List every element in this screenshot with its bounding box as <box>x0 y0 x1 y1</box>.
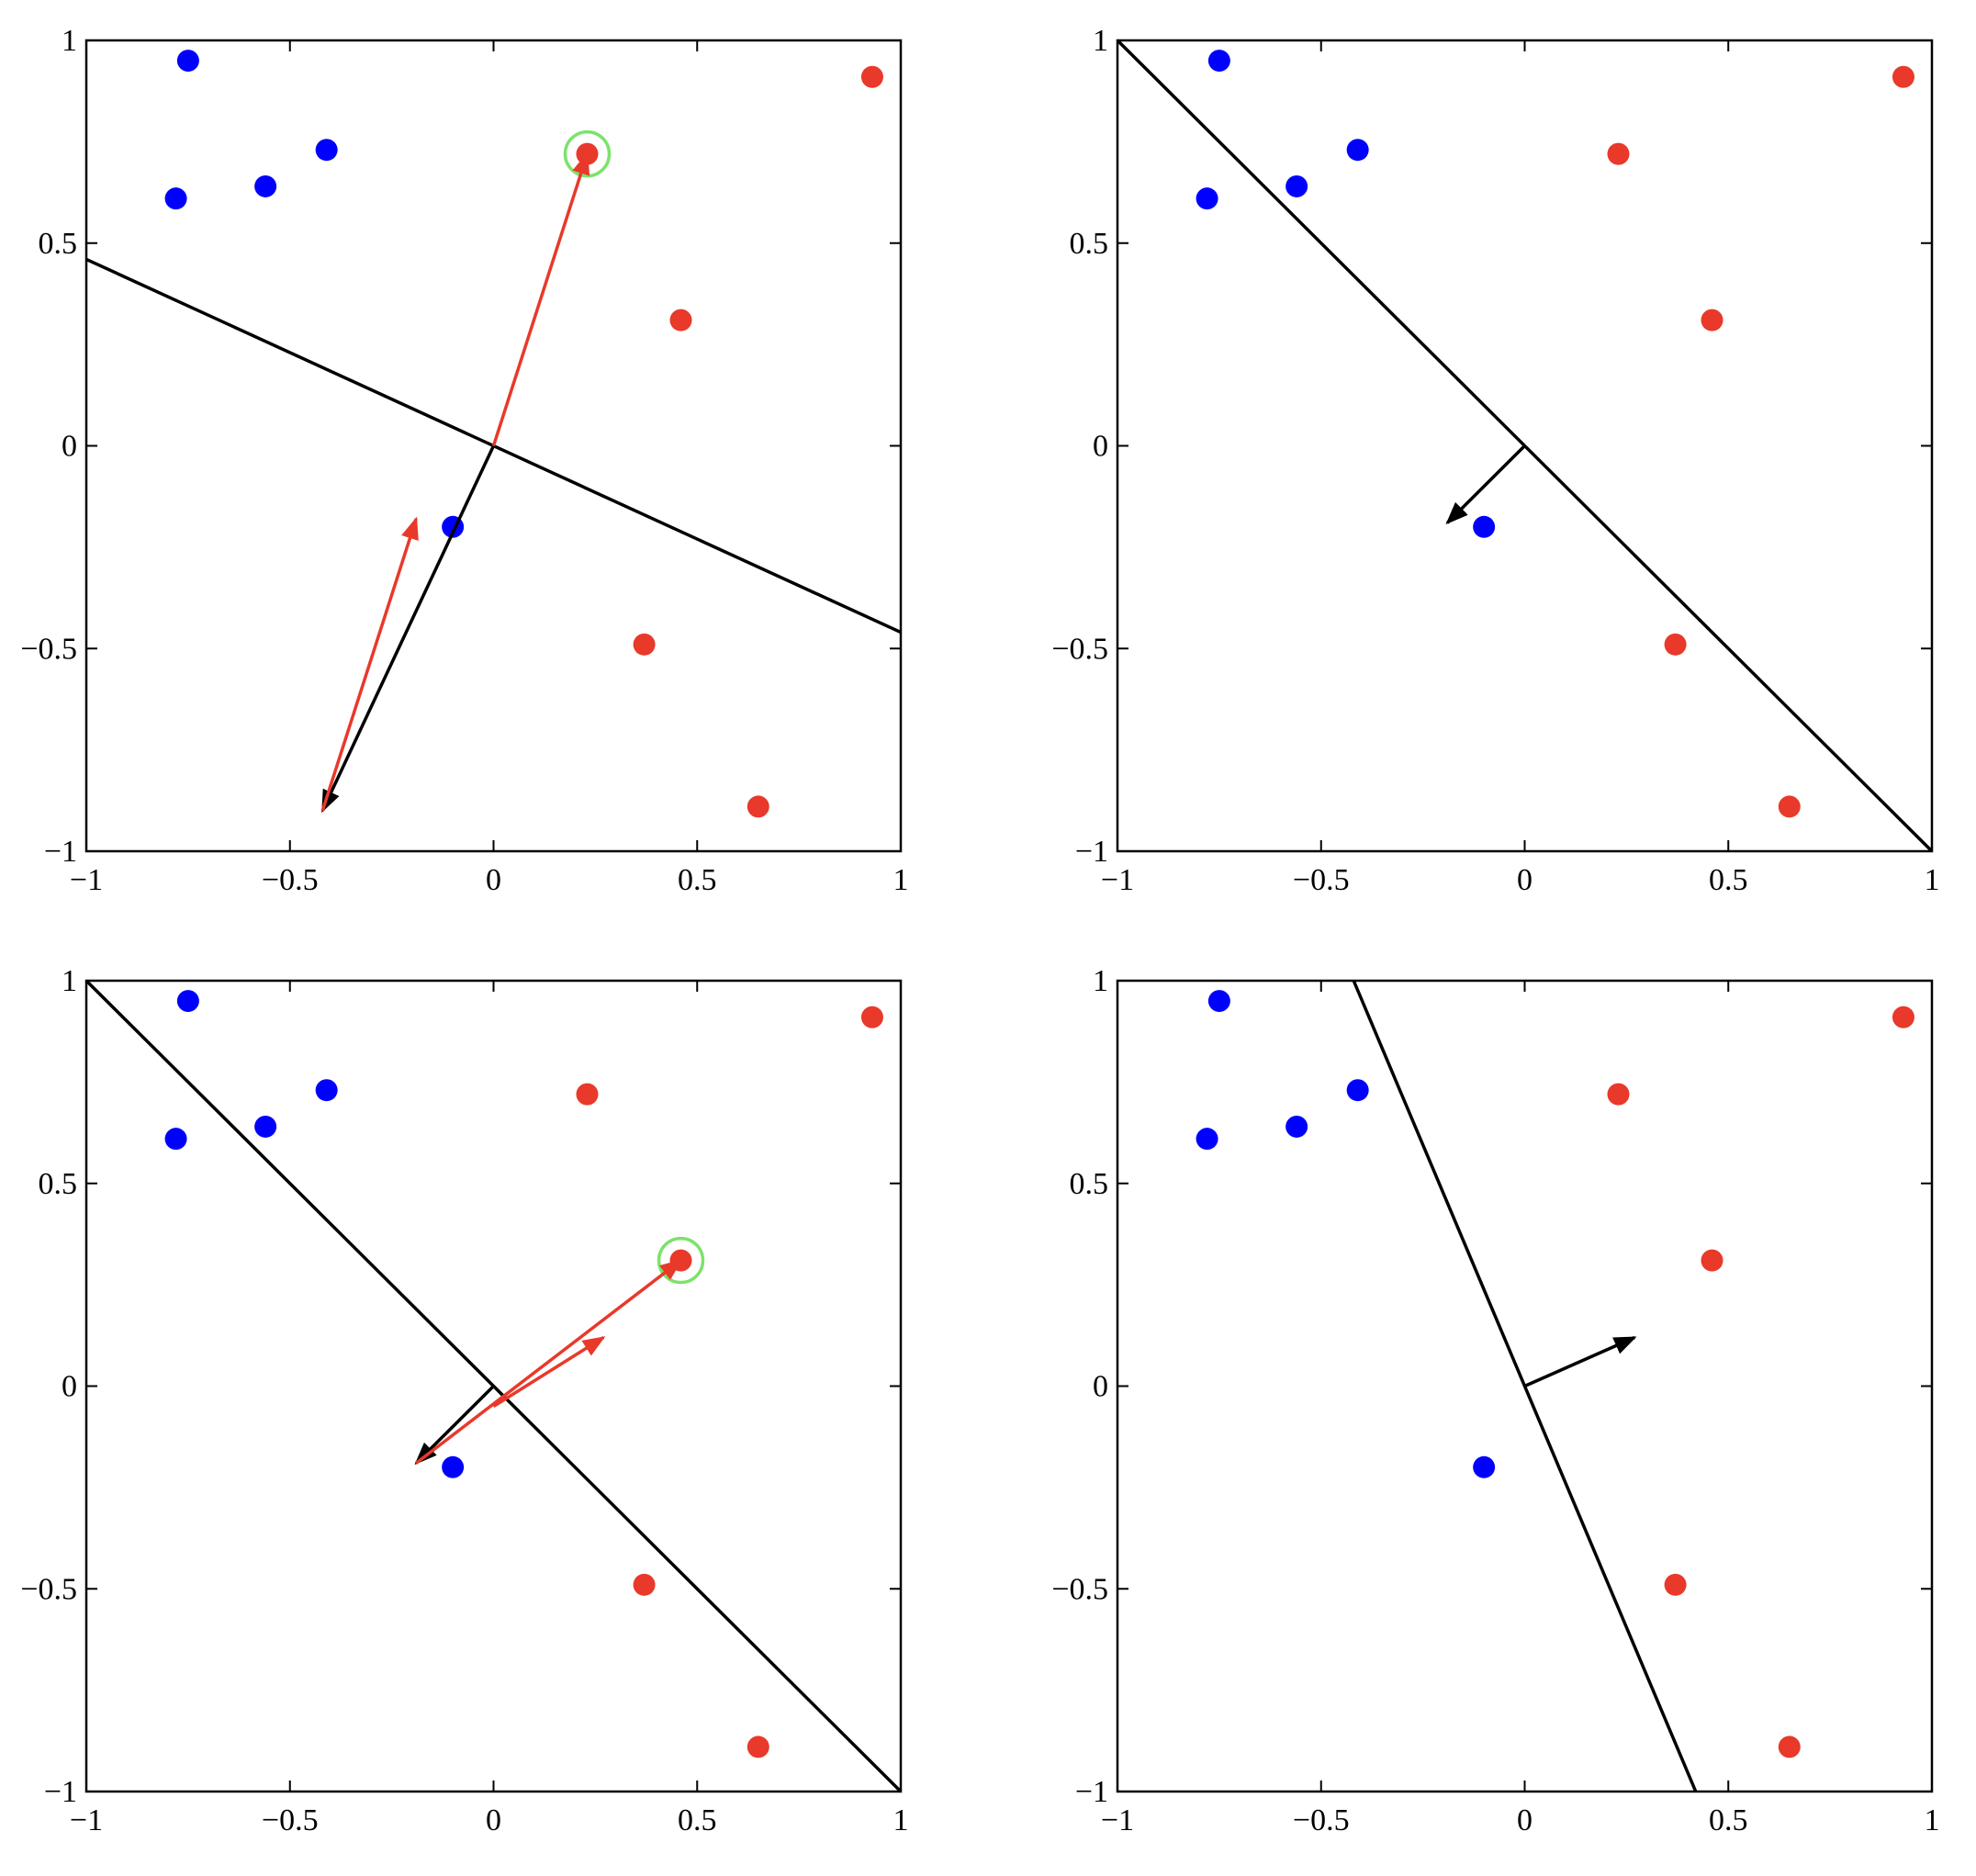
data-point <box>1664 633 1687 656</box>
y-tick-label: 0 <box>1093 1370 1108 1404</box>
data-point <box>1207 50 1230 73</box>
arrow <box>491 152 590 447</box>
y-tick-label: 1 <box>62 964 77 998</box>
arrow <box>492 1336 606 1409</box>
x-tick-label: 0 <box>486 1803 501 1837</box>
x-tick-label: 0.5 <box>1709 1803 1748 1837</box>
highlight-ring <box>563 129 612 178</box>
data-point <box>860 1005 883 1028</box>
y-tick-label: −1 <box>1075 1775 1108 1809</box>
data-point <box>164 187 187 210</box>
x-tick-label: 1 <box>893 863 909 897</box>
x-tick-label: 1 <box>1925 1803 1940 1837</box>
y-tick-label: −0.5 <box>20 632 77 666</box>
data-point <box>1607 1083 1630 1106</box>
subplot: −1 −0.5 0 0.5 1 −1 −0.5 0 0.5 1 <box>20 964 908 1837</box>
arrow <box>1523 1335 1637 1388</box>
x-tick-label: −0.5 <box>1293 1803 1350 1837</box>
data-point <box>1473 515 1496 538</box>
y-tick-label: 0 <box>62 1370 77 1404</box>
data-point <box>747 795 769 818</box>
x-tick-label: 1 <box>1925 863 1940 897</box>
data-point <box>254 174 277 197</box>
data-point <box>1196 187 1218 210</box>
y-tick-label: 1 <box>1093 964 1108 998</box>
x-tick-label: −0.5 <box>262 1803 319 1837</box>
x-tick-label: −1 <box>70 863 103 897</box>
data-point <box>315 1079 338 1102</box>
y-tick-label: −0.5 <box>1051 632 1108 666</box>
data-point <box>1701 1249 1723 1272</box>
x-tick-label: 0.5 <box>1709 863 1748 897</box>
y-tick-label: −1 <box>1075 835 1108 869</box>
data-point <box>633 633 656 656</box>
y-tick-label: 0.5 <box>39 227 78 261</box>
data-point <box>442 1455 465 1478</box>
data-point <box>633 1573 656 1596</box>
arrow <box>414 1385 495 1466</box>
subplot: −1 −0.5 0 0.5 1 −1 −0.5 0 0.5 1 <box>20 24 908 897</box>
data-point <box>254 1115 277 1138</box>
x-tick-label: −1 <box>70 1803 103 1837</box>
y-tick-label: −0.5 <box>1051 1572 1108 1606</box>
y-tick-label: 1 <box>62 24 77 58</box>
data-point <box>1664 1573 1687 1596</box>
data-point <box>1346 139 1369 162</box>
data-point <box>1196 1128 1218 1151</box>
arrow <box>320 444 496 814</box>
data-point <box>1607 142 1630 165</box>
data-point <box>1778 1736 1801 1758</box>
data-point <box>1701 309 1723 331</box>
x-tick-label: 1 <box>893 1803 909 1837</box>
data-point <box>747 1736 769 1758</box>
highlight-ring <box>657 1236 705 1285</box>
y-tick-label: −1 <box>44 1775 77 1809</box>
data-point <box>1892 65 1914 88</box>
y-tick-label: 0.5 <box>39 1167 78 1201</box>
data-point <box>176 50 199 73</box>
data-point <box>1286 1115 1308 1138</box>
arrow <box>415 1259 683 1465</box>
data-point <box>164 1128 187 1151</box>
y-tick-label: 0.5 <box>1070 227 1109 261</box>
data-point <box>576 1083 599 1106</box>
x-tick-label: 0 <box>486 863 501 897</box>
y-tick-label: 1 <box>1093 24 1108 58</box>
y-tick-label: −0.5 <box>20 1572 77 1606</box>
arrow <box>1445 444 1526 525</box>
subplot: −1 −0.5 0 0.5 1 −1 −0.5 0 0.5 1 <box>1051 24 1939 897</box>
data-point <box>1892 1005 1914 1028</box>
x-tick-label: 0 <box>1517 863 1533 897</box>
data-point <box>860 65 883 88</box>
x-tick-label: 0 <box>1517 1803 1533 1837</box>
data-point <box>1286 174 1308 197</box>
x-tick-label: 0.5 <box>678 1803 717 1837</box>
subplot: −1 −0.5 0 0.5 1 −1 −0.5 0 0.5 1 <box>1051 964 1939 1837</box>
data-point <box>1778 795 1801 818</box>
y-tick-label: 0 <box>62 430 77 464</box>
x-tick-label: −0.5 <box>262 863 319 897</box>
y-tick-label: 0.5 <box>1070 1167 1109 1201</box>
data-point <box>176 990 199 1013</box>
x-tick-label: −1 <box>1101 1803 1134 1837</box>
data-point <box>315 139 338 162</box>
y-tick-label: −1 <box>44 835 77 869</box>
x-tick-label: −1 <box>1101 863 1134 897</box>
y-tick-label: 0 <box>1093 430 1108 464</box>
arrow <box>320 516 419 812</box>
data-point <box>1346 1079 1369 1102</box>
data-point <box>1207 990 1230 1013</box>
data-point <box>1473 1455 1496 1478</box>
x-tick-label: 0.5 <box>678 863 717 897</box>
data-point <box>669 309 692 331</box>
x-tick-label: −0.5 <box>1293 863 1350 897</box>
